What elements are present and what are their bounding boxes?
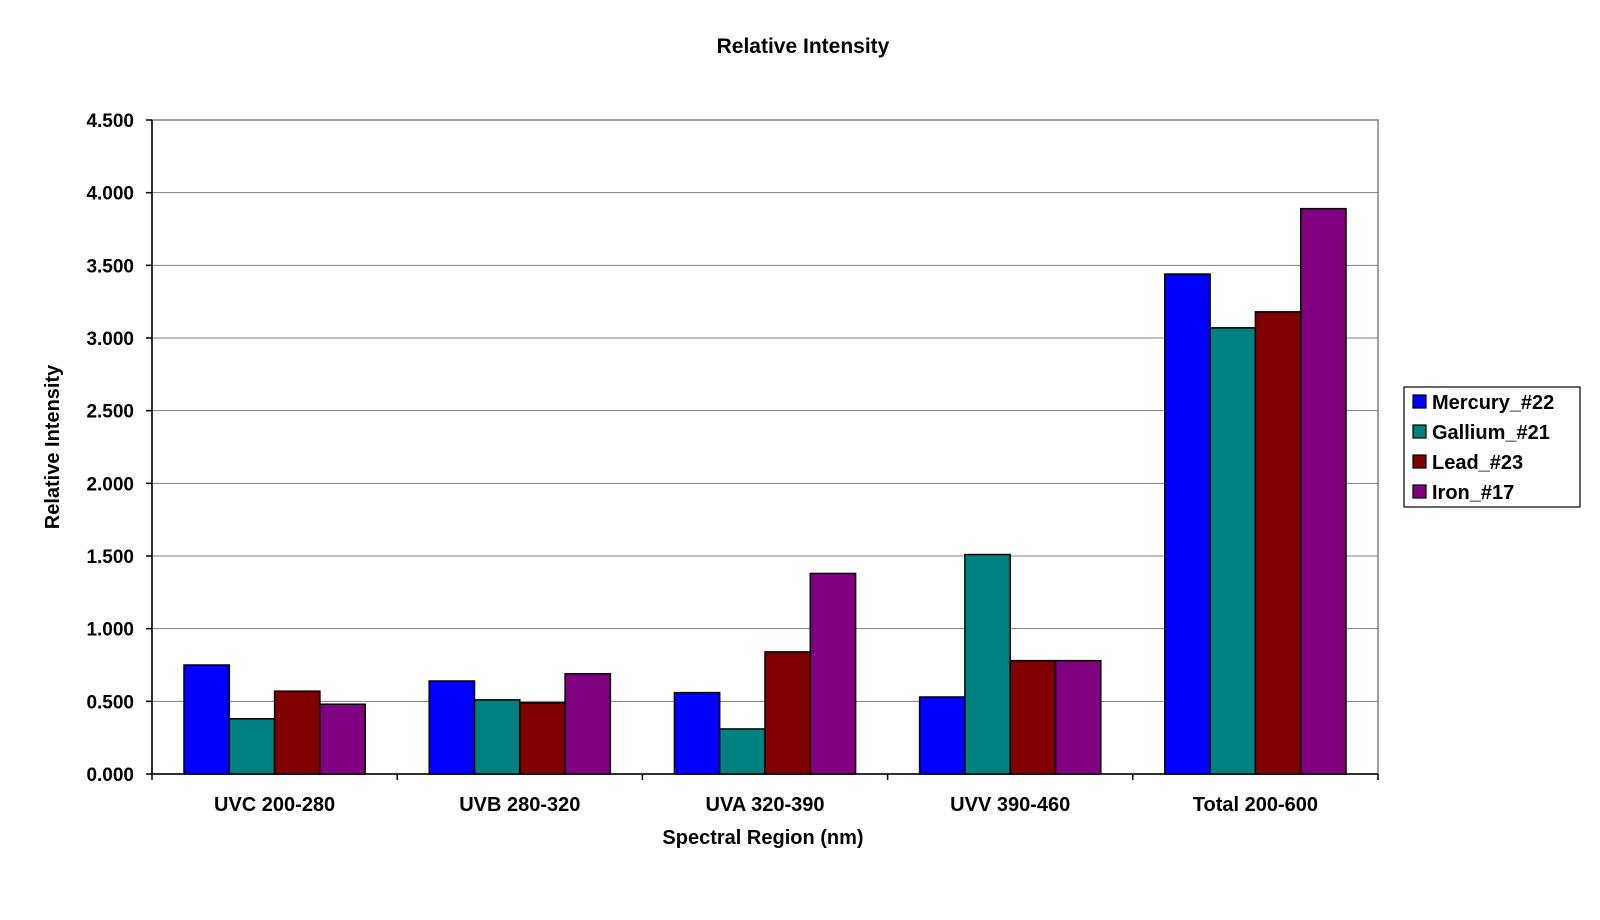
x-category-label: UVA 320-390 bbox=[706, 794, 825, 816]
x-category-label: Total 200-600 bbox=[1193, 794, 1318, 816]
legend: Mercury_#22 Gallium_#21 Lead_#23 Iron_#17 bbox=[1403, 386, 1581, 508]
bar-iron-17-4 bbox=[1299, 207, 1347, 775]
bar-gallium-21-2 bbox=[718, 728, 766, 775]
bar-iron-17-2 bbox=[809, 572, 857, 775]
legend-label: Iron_#17 bbox=[1432, 482, 1514, 504]
y-tick-label: 3.000 bbox=[86, 329, 134, 350]
bar-gallium-21-0 bbox=[228, 718, 276, 775]
bar-lead-23-1 bbox=[519, 702, 566, 775]
x-category-label: UVC 200-280 bbox=[214, 794, 335, 816]
y-tick-label: 0.000 bbox=[86, 765, 134, 786]
bar-gallium-21-3 bbox=[964, 553, 1011, 775]
legend-swatch bbox=[1412, 424, 1427, 439]
y-tick-label: 0.500 bbox=[86, 692, 134, 713]
y-tick-label: 2.500 bbox=[86, 402, 134, 423]
legend-swatch bbox=[1412, 454, 1427, 469]
bar-iron-17-3 bbox=[1054, 659, 1102, 775]
y-axis-title: Relative Intensity bbox=[42, 364, 64, 529]
x-axis-title: Spectral Region (nm) bbox=[662, 827, 863, 849]
bar-mercury-22-2 bbox=[673, 691, 721, 775]
bar-mercury-22-0 bbox=[183, 664, 231, 775]
legend-swatch bbox=[1412, 484, 1427, 499]
x-category-labels: UVC 200-280 UVB 280-320 UVA 320-390 UVV 390… bbox=[214, 794, 1318, 816]
y-tick-label: 4.000 bbox=[86, 184, 134, 205]
legend-label: Gallium_#21 bbox=[1432, 422, 1550, 444]
legend-label: Mercury_#22 bbox=[1432, 392, 1554, 414]
y-tick-label: 2.000 bbox=[86, 474, 134, 495]
bar-lead-23-4 bbox=[1254, 311, 1302, 775]
bar-mercury-22-4 bbox=[1164, 273, 1211, 775]
bar-gallium-21-4 bbox=[1209, 327, 1257, 775]
legend-box bbox=[1403, 386, 1581, 508]
legend-items: Mercury_#22 Gallium_#21 Lead_#23 Iron_#17 bbox=[1412, 392, 1554, 504]
bar-mercury-22-3 bbox=[918, 696, 966, 775]
bar-iron-17-0 bbox=[319, 703, 366, 775]
x-category-label: UVV 390-460 bbox=[950, 794, 1070, 816]
y-tick-label: 1.500 bbox=[86, 547, 134, 568]
y-tick-label: 1.000 bbox=[86, 620, 134, 641]
y-tick-label: 3.500 bbox=[86, 256, 134, 277]
chart-title: Relative Intensity bbox=[717, 35, 890, 58]
legend-label: Lead_#23 bbox=[1432, 452, 1523, 474]
x-category-label: UVB 280-320 bbox=[459, 794, 580, 816]
bar-gallium-21-1 bbox=[473, 699, 521, 775]
bar-lead-23-0 bbox=[273, 690, 321, 775]
bar-lead-23-3 bbox=[1009, 659, 1057, 775]
bars bbox=[183, 207, 1347, 775]
bar-lead-23-2 bbox=[764, 651, 812, 775]
y-tick-labels: 0.000 0.500 1.000 1.500 2.000 2.500 3.000 3.500… bbox=[86, 111, 152, 786]
legend-swatch bbox=[1412, 394, 1427, 409]
y-tick-label: 4.500 bbox=[86, 111, 134, 132]
bar-mercury-22-1 bbox=[428, 680, 476, 775]
axes bbox=[151, 120, 1379, 780]
bar-iron-17-1 bbox=[564, 672, 612, 775]
